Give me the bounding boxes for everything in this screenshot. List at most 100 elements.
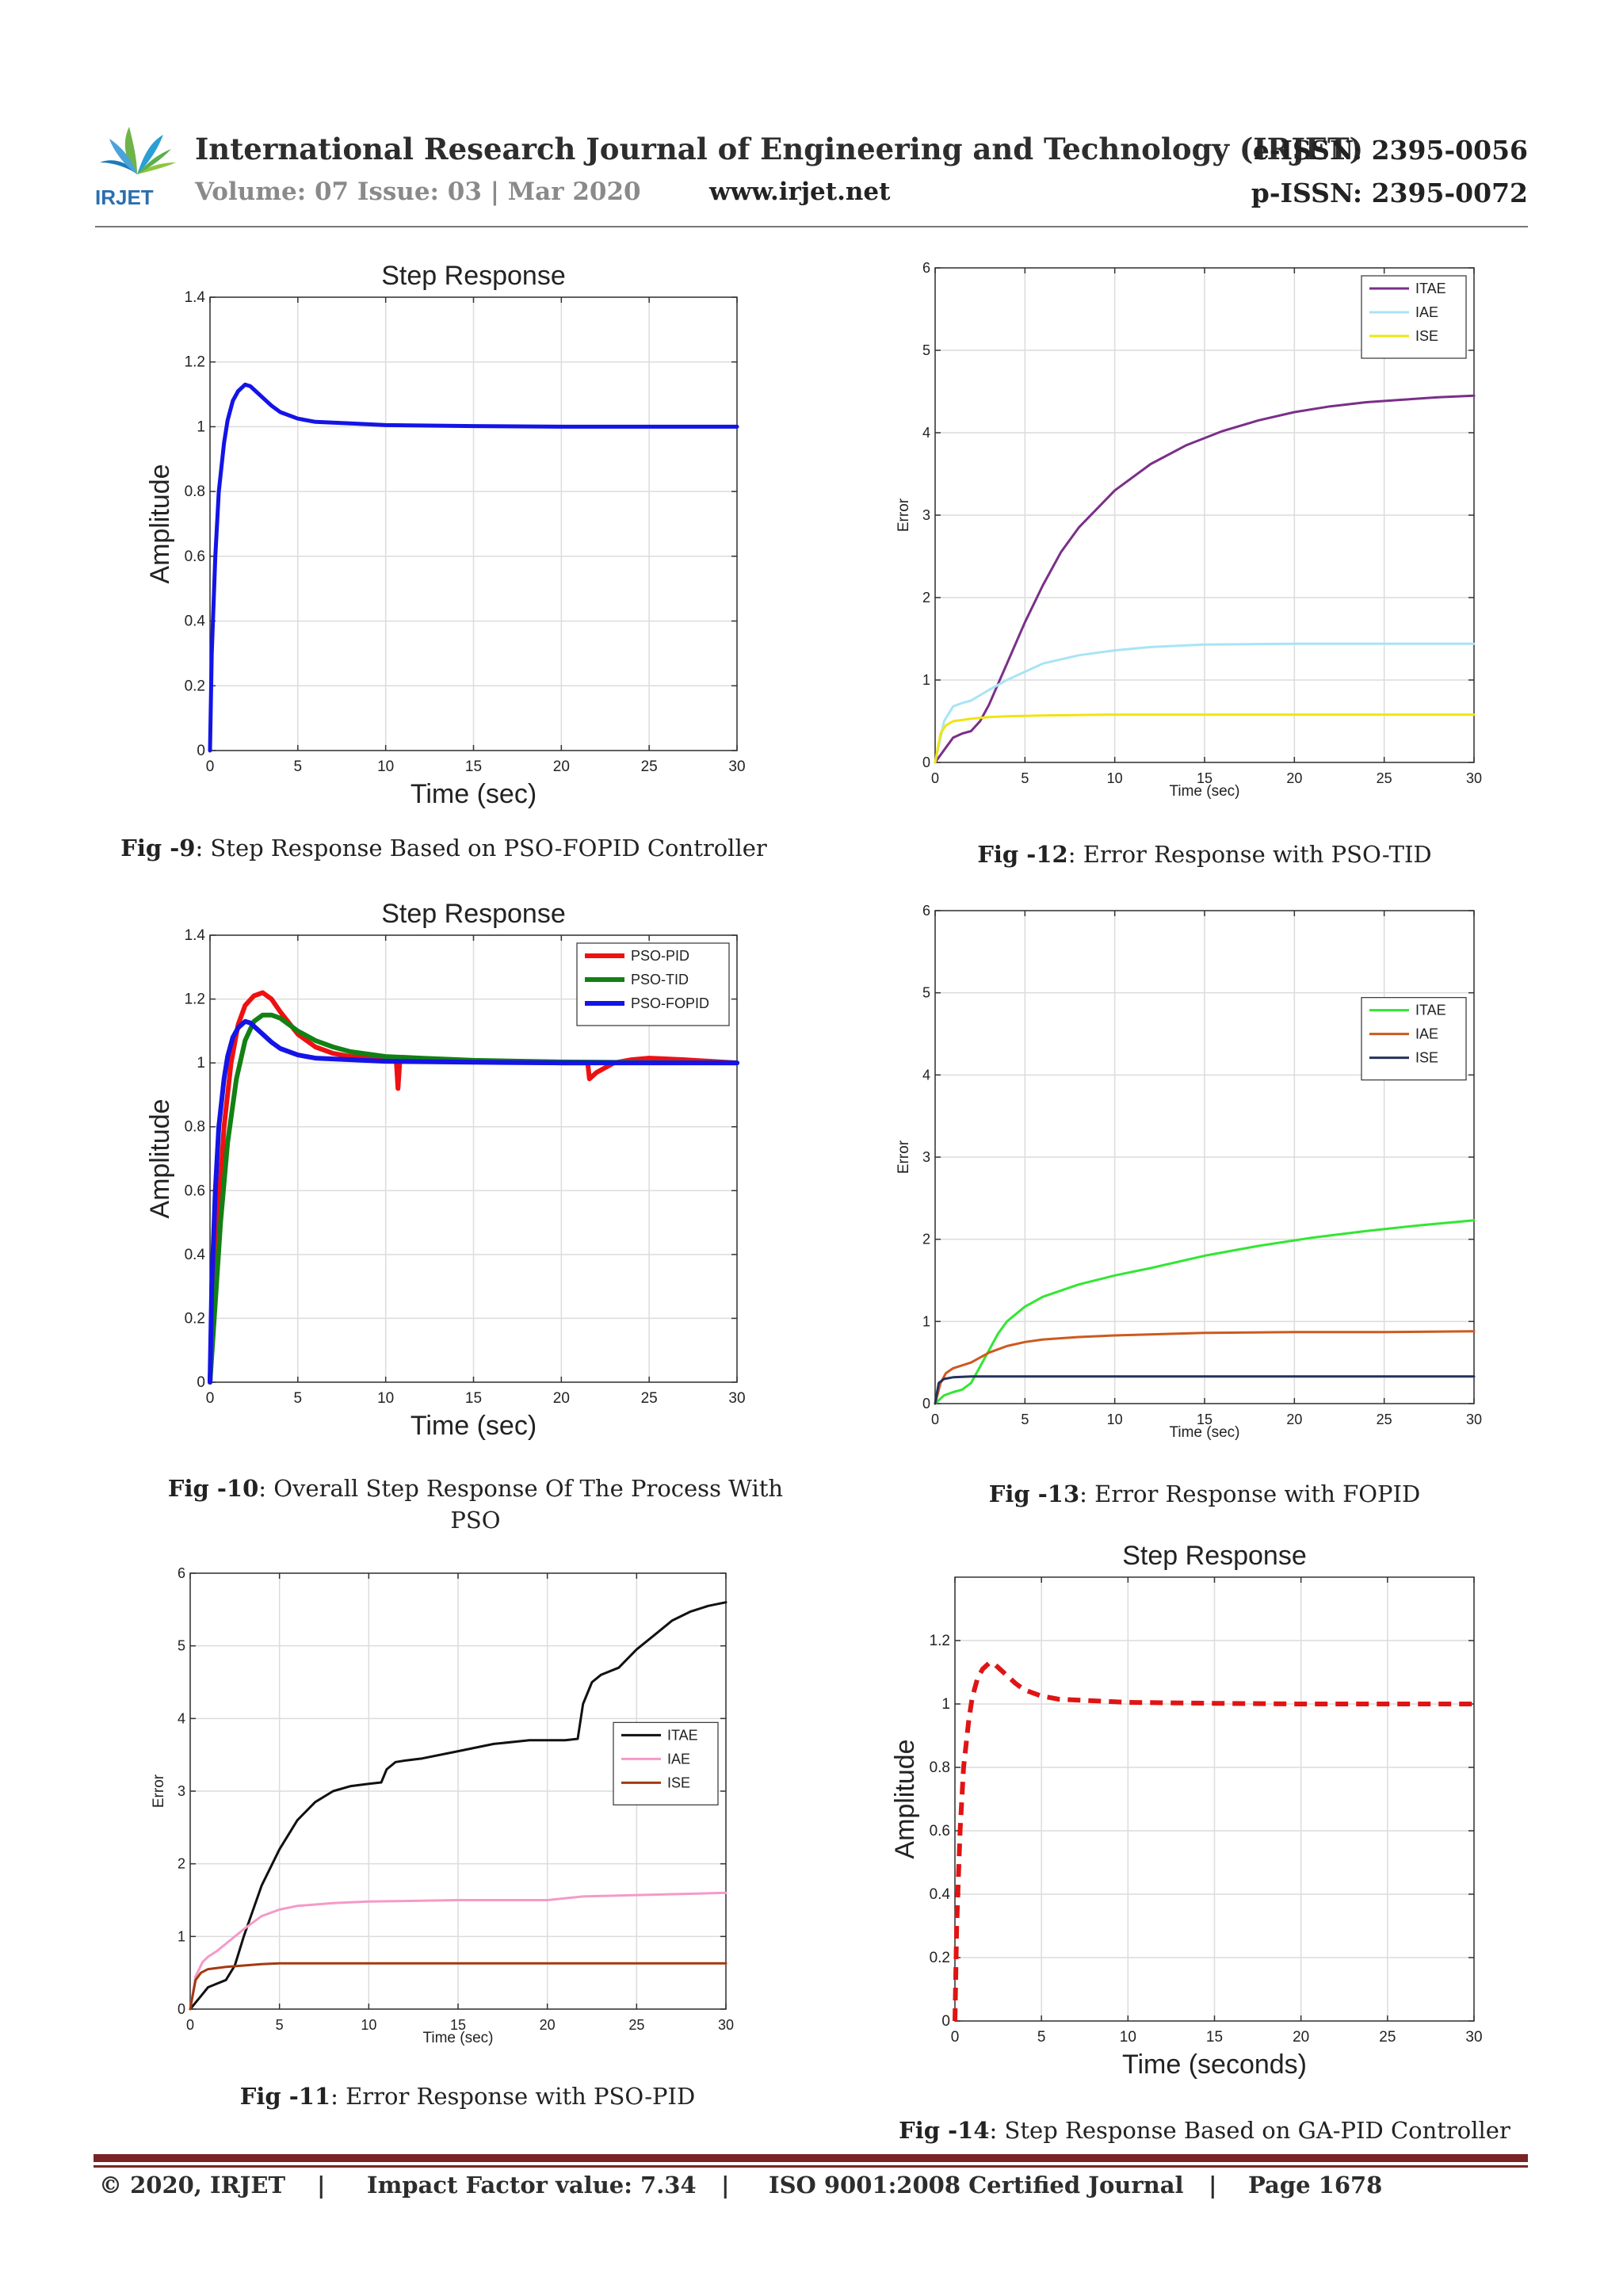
fig10-caption: Fig -10: Overall Step Response Of The Pr… — [127, 1473, 824, 1536]
y-tick-label: 1 — [197, 1055, 205, 1072]
irjet-logo: IRJET — [95, 127, 176, 209]
x-tick-label: 15 — [450, 2017, 466, 2033]
y-tick-label: 5 — [922, 342, 930, 358]
footer-separator: | — [1209, 2172, 1217, 2199]
p-issn: p-ISSN: 2395-0072 — [1251, 178, 1528, 208]
x-tick-label: 10 — [361, 2017, 376, 2033]
fig14-chart: 0 5 10 15 20 25 30 0 0.2 0.4 0.6 0.8 1 1.2 Step Respon… — [890, 1541, 1483, 2080]
y-tick-label: 0 — [922, 1396, 930, 1412]
y-axis-label: Amplitude — [145, 464, 175, 583]
legend-label: ISE — [667, 1775, 690, 1790]
y-tick-label: 0 — [197, 743, 205, 759]
y-tick-label: 5 — [178, 1638, 185, 1654]
chart-title: Step Response — [381, 261, 566, 291]
y-tick-label: 1.2 — [185, 354, 205, 371]
y-tick-label: 4 — [922, 1067, 930, 1083]
x-tick-label: 25 — [1377, 770, 1392, 786]
fig11-caption: Fig -11: Error Response with PSO-PID — [119, 2080, 816, 2112]
series-line-itae — [189, 1601, 727, 2011]
y-tick-label: 0.6 — [185, 1182, 205, 1199]
x-tick-label: 20 — [1286, 1412, 1302, 1427]
y-tick-label: 3 — [178, 1783, 185, 1799]
fig10-caption-text2: PSO — [450, 1507, 501, 1534]
x-tick-label: 15 — [465, 758, 482, 775]
y-tick-label: 1.2 — [930, 1633, 950, 1649]
y-tick-label: 0 — [197, 1374, 205, 1391]
series-line-iae — [189, 1891, 727, 2011]
x-tick-label: 10 — [377, 1390, 394, 1407]
footer-impact-factor: Impact Factor value: 7.34 — [367, 2172, 697, 2199]
fig12-caption: Fig -12: Error Response with PSO-TID — [856, 839, 1553, 870]
legend-label: IAE — [1415, 1026, 1438, 1042]
y-tick-label: 0.8 — [185, 483, 205, 500]
y-tick-label: 5 — [922, 985, 930, 1001]
y-tick-label: 0.6 — [185, 548, 205, 565]
series-line-response — [953, 1660, 1474, 2022]
x-tick-label: 0 — [931, 770, 939, 786]
y-tick-label: 0.2 — [930, 1950, 950, 1966]
x-tick-label: 30 — [1466, 1412, 1482, 1427]
legend-label: IAE — [667, 1751, 690, 1767]
y-tick-label: 0.4 — [185, 613, 206, 630]
x-tick-label: 10 — [377, 758, 394, 775]
y-tick-label: 1 — [197, 418, 205, 435]
x-tick-label: 20 — [553, 1390, 570, 1407]
footer-bar-thin — [94, 2165, 1528, 2168]
x-tick-label: 0 — [206, 758, 215, 775]
x-tick-label: 20 — [540, 2017, 556, 2033]
x-tick-label: 0 — [186, 2017, 194, 2033]
y-tick-label: 2 — [922, 1232, 930, 1247]
y-tick-label: 4 — [178, 1710, 185, 1726]
y-tick-label: 6 — [922, 260, 930, 276]
chart-title: Step Response — [1122, 1541, 1307, 1571]
y-axis-label: Error — [896, 1140, 912, 1174]
x-tick-label: 25 — [1377, 1412, 1392, 1427]
x-tick-label: 5 — [1021, 1412, 1029, 1427]
series-line-ise — [934, 1375, 1476, 1405]
y-tick-label: 1.4 — [185, 289, 206, 306]
x-tick-label: 5 — [294, 1390, 303, 1407]
fig9-chart: 0 5 10 15 20 25 30 0 0.2 0.4 0.6 0.8 1 1.2 1.4 Step Res… — [145, 261, 746, 809]
x-tick-label: 15 — [1197, 1412, 1212, 1427]
footer-copyright: © 2020, IRJET — [99, 2172, 286, 2199]
footer-separator: | — [317, 2172, 326, 2199]
series-line-itae — [934, 394, 1476, 764]
x-tick-label: 5 — [294, 758, 303, 775]
legend-label: PSO-FOPID — [631, 995, 709, 1011]
journal-url[interactable]: www.irjet.net — [709, 178, 891, 206]
journal-title: International Research Journal of Engine… — [195, 132, 1364, 166]
y-tick-label: 0.2 — [185, 1310, 205, 1327]
legend-label: ISE — [1415, 1050, 1438, 1066]
y-tick-label: 3 — [922, 1149, 930, 1165]
x-tick-label: 20 — [1286, 770, 1302, 786]
fig12-caption-text: : Error Response with PSO-TID — [1067, 841, 1432, 868]
y-tick-label: 0 — [941, 2013, 950, 2030]
legend-label: ITAE — [667, 1727, 698, 1743]
x-tick-label: 10 — [1107, 770, 1123, 786]
legend-label: ITAE — [1415, 1003, 1446, 1018]
series-line-iae — [934, 1330, 1476, 1405]
y-tick-label: 4 — [922, 425, 930, 441]
y-tick-label: 3 — [922, 507, 930, 523]
x-tick-label: 10 — [1120, 2029, 1136, 2046]
volume-issue: Volume: 07 Issue: 03 | Mar 2020 — [195, 178, 641, 206]
x-tick-label: 30 — [1465, 2029, 1482, 2046]
x-tick-label: 25 — [1379, 2029, 1396, 2046]
y-tick-label: 0.2 — [185, 678, 205, 694]
series-line-ise — [934, 713, 1476, 764]
y-tick-label: 0.6 — [930, 1823, 950, 1839]
y-tick-label: 0.8 — [930, 1759, 950, 1776]
fig11-caption-num: Fig -11 — [239, 2083, 331, 2110]
y-tick-label: 2 — [922, 590, 930, 606]
y-axis-label: Amplitude — [890, 1739, 920, 1859]
fig13-caption: Fig -13: Error Response with FOPID — [856, 1478, 1553, 1510]
fig13-caption-text: : Error Response with FOPID — [1079, 1480, 1421, 1507]
x-tick-label: 5 — [1021, 770, 1029, 786]
logo-text: IRJET — [95, 185, 154, 209]
e-issn: e-ISSN: 2395-0056 — [1252, 135, 1528, 166]
y-tick-label: 1.4 — [185, 927, 206, 944]
x-tick-label: 25 — [641, 1390, 658, 1407]
x-tick-label: 0 — [951, 2029, 960, 2046]
x-tick-label: 25 — [641, 758, 658, 775]
footer-page-number: Page 1678 — [1248, 2172, 1383, 2199]
